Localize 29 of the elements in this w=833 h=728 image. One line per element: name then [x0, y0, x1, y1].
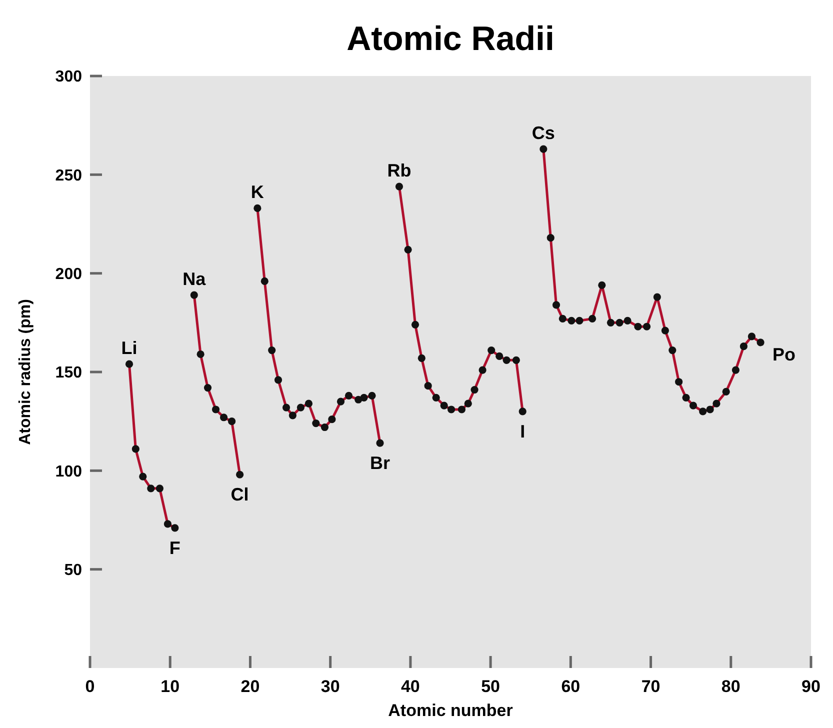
annotation: Po	[772, 344, 796, 364]
y-tick-label: 150	[55, 364, 82, 382]
x-tick-label: 50	[481, 677, 500, 696]
annotation: Li	[121, 338, 138, 358]
x-tick-label: 20	[240, 677, 260, 696]
y-tick-label: 250	[55, 167, 82, 184]
x-tick-label: 40	[400, 677, 420, 696]
annotation: Br	[370, 453, 390, 474]
y-axis-title: Atomic radius (pm)	[17, 299, 34, 445]
annotation: Rb	[387, 160, 412, 181]
x-tick-label: 80	[721, 677, 740, 696]
y-tick-label: 100	[55, 463, 82, 480]
x-tick-label: 0	[85, 677, 95, 696]
x-tick-label: 60	[561, 677, 580, 696]
annotation: K	[250, 182, 264, 202]
x-tick-label: 30	[320, 677, 340, 696]
x-tick-label: 10	[160, 677, 180, 696]
annotation: F	[169, 538, 180, 558]
annotation: Cs	[532, 123, 555, 144]
annotation: Na	[182, 269, 207, 290]
x-tick-label: 90	[802, 677, 820, 696]
y-tick-label: 300	[55, 68, 82, 86]
annotation: I	[520, 421, 526, 442]
y-tick-label: 50	[64, 562, 82, 579]
chart-title: Atomic Radii	[346, 20, 554, 58]
x-axis-title: Atomic number	[388, 701, 514, 720]
annotation: Cl	[230, 484, 249, 505]
x-tick-label: 70	[641, 677, 660, 696]
y-tick-label: 200	[55, 266, 82, 283]
